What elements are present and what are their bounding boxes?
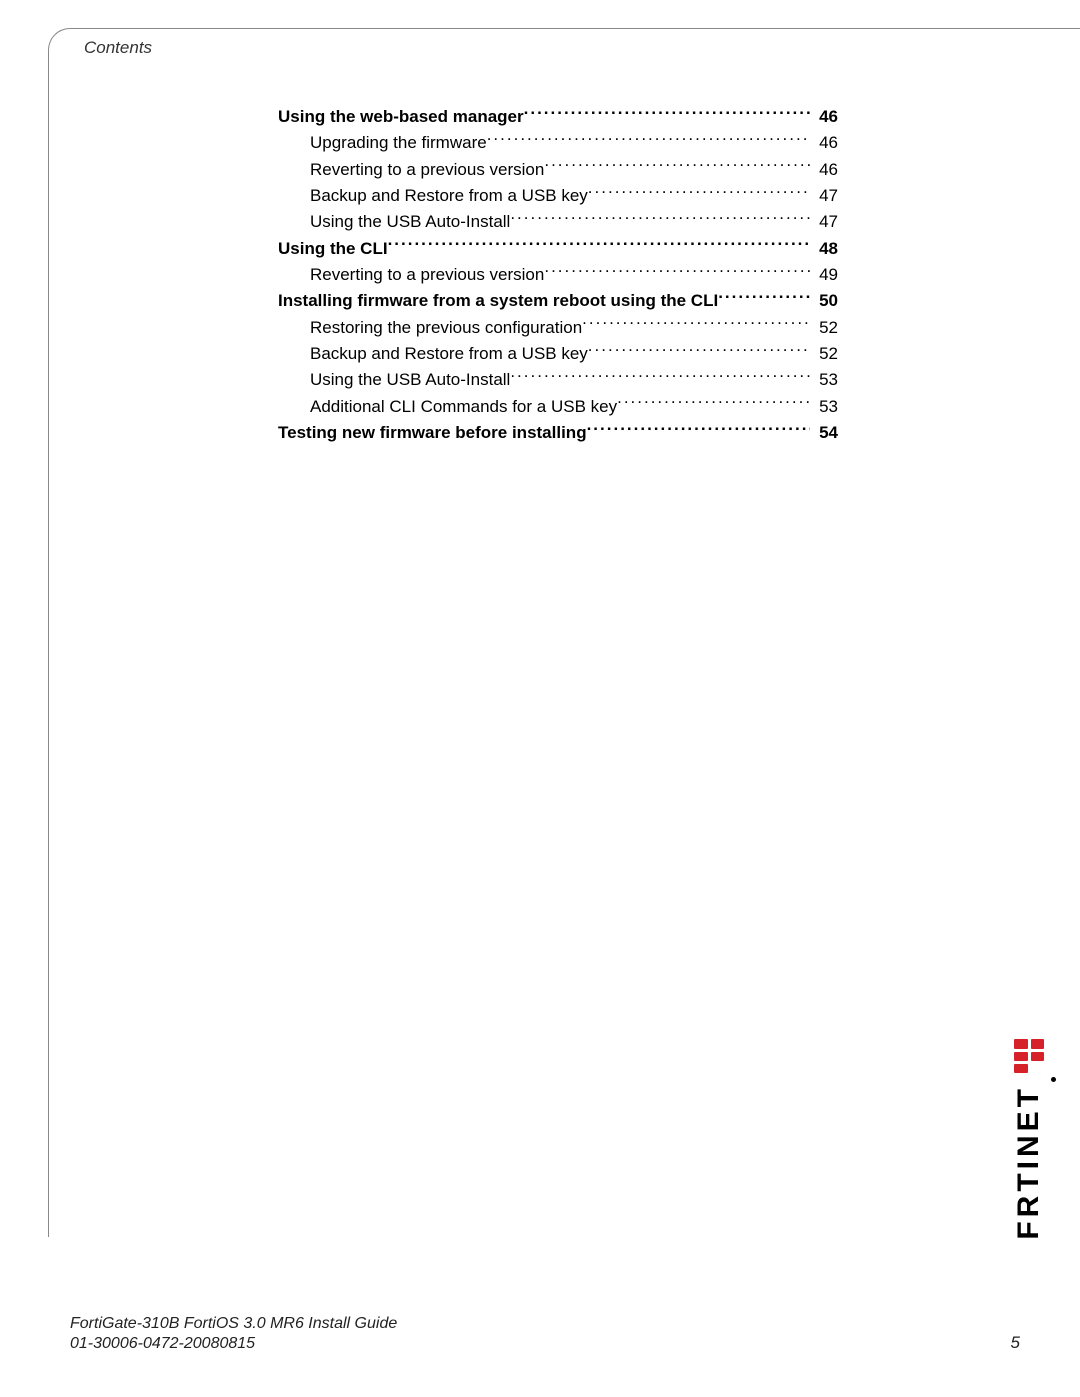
table-of-contents: Using the web-based manager46Upgrading t… <box>278 104 838 446</box>
toc-title: Restoring the previous configuration <box>310 315 582 341</box>
toc-title: Installing firmware from a system reboot… <box>278 288 718 314</box>
toc-title: Backup and Restore from a USB key <box>310 183 588 209</box>
toc-leader <box>510 210 810 227</box>
toc-title: Additional CLI Commands for a USB key <box>310 394 617 420</box>
toc-page: 47 <box>810 183 838 209</box>
toc-entry[interactable]: Reverting to a previous version 49 <box>278 262 838 288</box>
toc-entry[interactable]: Backup and Restore from a USB key 47 <box>278 183 838 209</box>
toc-leader <box>524 105 810 122</box>
toc-entry[interactable]: Testing new firmware before installing 54 <box>278 420 838 446</box>
toc-entry[interactable]: Using the USB Auto-Install 53 <box>278 367 838 393</box>
toc-page: 46 <box>810 130 838 156</box>
toc-page: 49 <box>810 262 838 288</box>
toc-title: Using the web-based manager <box>278 104 524 130</box>
toc-leader <box>388 237 810 254</box>
toc-leader <box>544 158 810 175</box>
toc-entry[interactable]: Backup and Restore from a USB key 52 <box>278 341 838 367</box>
toc-leader <box>588 342 810 359</box>
toc-entry[interactable]: Installing firmware from a system reboot… <box>278 288 838 314</box>
section-header: Contents <box>78 38 158 58</box>
brand-logo: FRTINET <box>1012 1039 1046 1245</box>
toc-page: 46 <box>810 104 838 130</box>
toc-title: Upgrading the firmware <box>310 130 487 156</box>
toc-entry[interactable]: Additional CLI Commands for a USB key 53 <box>278 394 838 420</box>
toc-leader <box>588 184 810 201</box>
toc-title: Testing new firmware before installing <box>278 420 587 446</box>
toc-page: 53 <box>810 394 838 420</box>
toc-leader <box>587 421 810 438</box>
toc-entry[interactable]: Using the CLI 48 <box>278 236 838 262</box>
toc-leader <box>544 263 810 280</box>
toc-leader <box>617 395 810 412</box>
toc-page: 54 <box>810 420 838 446</box>
toc-leader <box>510 368 810 385</box>
toc-title: Reverting to a previous version <box>310 157 544 183</box>
brand-icon <box>1014 1039 1044 1073</box>
toc-entry[interactable]: Upgrading the firmware 46 <box>278 130 838 156</box>
toc-entry[interactable]: Reverting to a previous version 46 <box>278 157 838 183</box>
toc-page: 47 <box>810 209 838 235</box>
toc-title: Using the USB Auto-Install <box>310 209 510 235</box>
brand-text: FRTINET <box>1012 1085 1046 1240</box>
toc-page: 50 <box>810 288 838 314</box>
toc-page: 48 <box>810 236 838 262</box>
toc-entry[interactable]: Using the USB Auto-Install 47 <box>278 209 838 235</box>
page-number: 5 <box>1011 1333 1020 1353</box>
toc-title: Backup and Restore from a USB key <box>310 341 588 367</box>
toc-leader <box>487 131 810 148</box>
toc-page: 52 <box>810 341 838 367</box>
toc-entry[interactable]: Restoring the previous configuration 52 <box>278 315 838 341</box>
toc-page: 52 <box>810 315 838 341</box>
page-footer: FortiGate-310B FortiOS 3.0 MR6 Install G… <box>70 1315 1020 1353</box>
toc-page: 46 <box>810 157 838 183</box>
footer-doc-title: FortiGate-310B FortiOS 3.0 MR6 Install G… <box>70 1315 1020 1333</box>
toc-page: 53 <box>810 367 838 393</box>
toc-title: Using the CLI <box>278 236 388 262</box>
toc-title: Reverting to a previous version <box>310 262 544 288</box>
footer-doc-id: 01-30006-0472-20080815 <box>70 1335 255 1353</box>
toc-title: Using the USB Auto-Install <box>310 367 510 393</box>
toc-leader <box>582 316 810 333</box>
toc-entry[interactable]: Using the web-based manager 46 <box>278 104 838 130</box>
toc-leader <box>718 289 810 306</box>
